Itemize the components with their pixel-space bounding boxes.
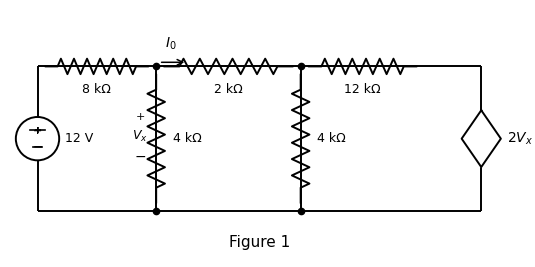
Text: 2 kΩ: 2 kΩ: [214, 83, 243, 96]
Text: −: −: [476, 139, 486, 152]
Text: +: +: [33, 126, 42, 136]
Text: −: −: [32, 141, 43, 154]
Text: $2V_x$: $2V_x$: [507, 131, 533, 147]
Text: 8 kΩ: 8 kΩ: [82, 83, 111, 96]
Text: +: +: [477, 127, 486, 138]
Text: 12 V: 12 V: [65, 132, 94, 145]
Text: 12 kΩ: 12 kΩ: [344, 83, 381, 96]
Text: −: −: [135, 150, 147, 164]
Polygon shape: [462, 110, 501, 167]
Text: +: +: [136, 112, 146, 122]
Text: $I_0$: $I_0$: [165, 36, 177, 52]
Text: 4 kΩ: 4 kΩ: [317, 132, 346, 145]
Text: 4 kΩ: 4 kΩ: [173, 132, 202, 145]
Text: Figure 1: Figure 1: [229, 235, 290, 250]
Text: $V_x$: $V_x$: [132, 128, 148, 144]
